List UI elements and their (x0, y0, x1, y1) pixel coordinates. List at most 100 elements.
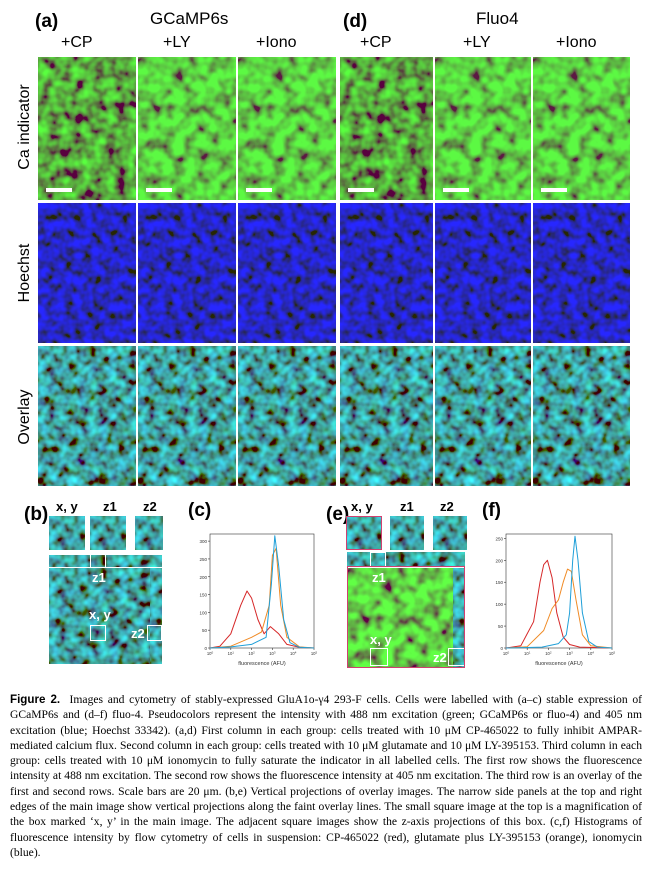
panel-letter-b: (b) (24, 504, 49, 525)
b-box-z1 (90, 552, 106, 568)
y-tick-label: 300 (199, 539, 207, 544)
b-inset-z2 (135, 516, 163, 550)
b-label-xy: x, y (56, 499, 78, 514)
scale-bar (146, 188, 172, 192)
y-tick-label: 200 (199, 575, 207, 580)
row-label-hoechst: Hoechst (16, 243, 33, 303)
series-red (209, 590, 315, 649)
y-tick-label: 50 (498, 624, 504, 629)
e-top-projection (347, 552, 465, 566)
col-label-a-3: +Iono (256, 34, 297, 51)
scale-bar (348, 188, 374, 192)
y-tick-label: 0 (204, 646, 207, 651)
group-title-d: Fluo4 (476, 9, 519, 28)
panel-letter-c: (c) (188, 500, 212, 521)
row-label-overlay: Overlay (16, 389, 33, 445)
x-tick-label: 101 (524, 651, 531, 657)
x-axis-label: fluorescence (AFU) (535, 661, 583, 667)
image-ca-3 (238, 57, 336, 200)
col-label-a-1: +CP (61, 34, 93, 51)
image-ca-4 (340, 57, 433, 200)
image-hoechst-6 (533, 203, 630, 343)
series-orange (505, 568, 613, 649)
b-main-label-z2: z2 (131, 626, 145, 641)
y-tick-label: 100 (495, 602, 503, 607)
image-overlay-4 (340, 346, 433, 486)
e-label-xy: x, y (351, 499, 373, 514)
x-tick-label: 102 (248, 651, 255, 657)
x-tick-label: 104 (588, 651, 595, 657)
e-box-xy (370, 648, 388, 666)
image-ca-6 (533, 57, 630, 200)
series-red (505, 559, 613, 649)
e-main-label-z1: z1 (372, 570, 386, 585)
e-inset-xy (346, 516, 382, 550)
image-hoechst-1 (38, 203, 136, 343)
col-label-d-2: +LY (463, 34, 491, 51)
x-tick-label: 100 (503, 651, 510, 657)
caption-text: Images and cytometry of stably-expressed… (10, 693, 642, 859)
series-orange (209, 547, 315, 649)
image-overlay-6 (533, 346, 630, 486)
b-label-z1: z1 (103, 499, 117, 514)
b-box-xy (90, 625, 106, 641)
e-side-projection (453, 568, 465, 668)
x-tick-label: 103 (269, 651, 276, 657)
e-inset-frame (346, 516, 382, 550)
col-label-d-3: +Iono (556, 34, 597, 51)
y-tick-label: 100 (199, 610, 207, 615)
x-tick-label: 104 (290, 651, 297, 657)
e-label-z1: z1 (400, 499, 414, 514)
y-tick-label: 50 (202, 628, 208, 633)
image-overlay-2 (138, 346, 236, 486)
e-main-label-xy: x, y (370, 632, 392, 647)
image-hoechst-2 (138, 203, 236, 343)
plot-frame (505, 533, 613, 649)
y-tick-label: 200 (495, 558, 503, 563)
figure-caption: Figure 2. Images and cytometry of stably… (10, 692, 642, 860)
x-tick-label: 100 (207, 651, 214, 657)
y-tick-label: 250 (199, 557, 207, 562)
panel-letter-a: (a) (35, 11, 59, 32)
image-ca-2 (138, 57, 236, 200)
x-tick-label: 103 (566, 651, 573, 657)
y-tick-label: 150 (495, 580, 503, 585)
scale-bar (246, 188, 272, 192)
b-inset-xy (49, 516, 85, 550)
x-tick-label: 102 (545, 651, 552, 657)
x-tick-label: 105 (609, 651, 616, 657)
y-tick-label: 250 (495, 536, 503, 541)
e-inset-z1 (390, 516, 424, 550)
panel-letter-e: (e) (326, 504, 350, 525)
e-box-z1 (370, 552, 386, 568)
x-tick-label: 101 (228, 651, 235, 657)
e-main-label-z2: z2 (433, 650, 447, 665)
scale-bar (443, 188, 469, 192)
image-hoechst-5 (435, 203, 531, 343)
series-blue (505, 535, 613, 649)
x-axis-label: fluorescence (AFU) (238, 661, 286, 667)
panel-letter-f: (f) (482, 500, 501, 521)
caption-heading: Figure 2. (10, 693, 61, 706)
group-title-a: GCaMP6s (150, 9, 229, 28)
plot-frame (209, 533, 315, 649)
b-main-label-xy: x, y (89, 607, 111, 622)
scale-bar (46, 188, 72, 192)
x-tick-label: 105 (311, 651, 318, 657)
y-tick-label: 0 (500, 646, 503, 651)
image-ca-5 (435, 57, 531, 200)
image-overlay-1 (38, 346, 136, 486)
b-main-label-z1: z1 (92, 570, 106, 585)
histogram-c: 0 50 100 150 200 250 300 100 101 102 103 104 105 fluo… (199, 533, 318, 667)
b-main-image (49, 568, 162, 664)
image-ca-1 (38, 57, 136, 200)
e-inset-z2 (433, 516, 467, 550)
b-box-z2 (147, 625, 162, 641)
e-main-frame (347, 566, 465, 668)
y-tick-label: 150 (199, 593, 207, 598)
e-label-z2: z2 (440, 499, 454, 514)
row-label-ca: Ca indicator (16, 84, 33, 170)
image-hoechst-4 (340, 203, 433, 343)
col-label-a-2: +LY (163, 34, 191, 51)
image-overlay-3 (238, 346, 336, 486)
